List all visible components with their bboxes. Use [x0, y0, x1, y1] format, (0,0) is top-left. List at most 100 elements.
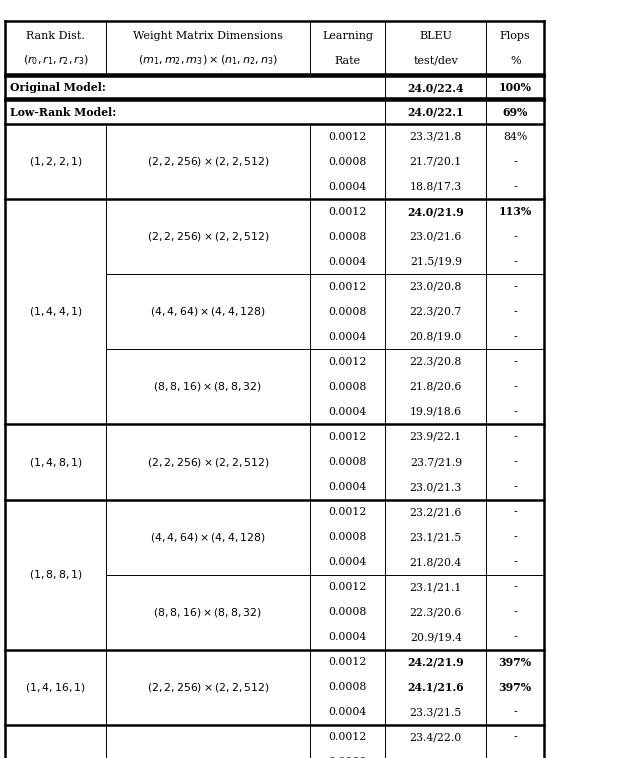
Text: $(1,8,8,1)$: $(1,8,8,1)$: [29, 568, 83, 581]
Text: $(8,8,16)\times(8,8,32)$: $(8,8,16)\times(8,8,32)$: [154, 381, 262, 393]
Text: -: -: [513, 632, 517, 642]
Text: -: -: [513, 532, 517, 542]
Text: 23.1/21.2: 23.1/21.2: [410, 757, 462, 758]
Text: 0.0004: 0.0004: [328, 557, 367, 567]
Text: 19.9/18.6: 19.9/18.6: [410, 407, 462, 417]
Text: 20.9/19.4: 20.9/19.4: [410, 632, 462, 642]
Text: $(2,2,256)\times(2,2,512)$: $(2,2,256)\times(2,2,512)$: [147, 155, 269, 168]
Text: $(r_0,r_1,r_2,r_3)$: $(r_0,r_1,r_2,r_3)$: [22, 54, 89, 67]
Text: test/dev: test/dev: [413, 55, 458, 66]
Text: 24.0/22.1: 24.0/22.1: [408, 107, 464, 117]
Text: 100%: 100%: [499, 83, 532, 93]
Text: 0.0004: 0.0004: [328, 632, 367, 642]
Text: 24.0/21.9: 24.0/21.9: [408, 206, 464, 218]
Text: 18.8/17.3: 18.8/17.3: [410, 182, 462, 192]
Text: $(1,4,8,1)$: $(1,4,8,1)$: [29, 456, 83, 468]
Text: $(1,4,4,1)$: $(1,4,4,1)$: [29, 305, 83, 318]
Text: -: -: [513, 582, 517, 592]
Text: 0.0012: 0.0012: [328, 132, 367, 142]
Text: -: -: [513, 257, 517, 267]
Text: %: %: [510, 55, 520, 66]
Text: -: -: [513, 157, 517, 167]
Text: 0.0008: 0.0008: [328, 607, 367, 617]
Text: 23.3/21.8: 23.3/21.8: [410, 132, 462, 142]
Text: 24.0/22.4: 24.0/22.4: [408, 83, 464, 93]
Text: $(2,2,256)\times(2,2,512)$: $(2,2,256)\times(2,2,512)$: [147, 681, 269, 694]
Text: 0.0012: 0.0012: [328, 207, 367, 217]
Text: $(8,8,16)\times(8,8,32)$: $(8,8,16)\times(8,8,32)$: [154, 606, 262, 619]
Text: 0.0008: 0.0008: [328, 382, 367, 392]
Text: -: -: [513, 557, 517, 567]
Text: 23.7/21.9: 23.7/21.9: [410, 457, 462, 467]
Text: -: -: [513, 232, 517, 242]
Text: -: -: [513, 407, 517, 417]
Text: 22.3/20.7: 22.3/20.7: [410, 307, 462, 317]
Text: Original Model:: Original Model:: [10, 83, 106, 93]
Text: 23.0/21.6: 23.0/21.6: [410, 232, 462, 242]
Text: 0.0008: 0.0008: [328, 157, 367, 167]
Text: 0.0012: 0.0012: [328, 282, 367, 292]
Text: -: -: [513, 282, 517, 292]
Text: 21.7/20.1: 21.7/20.1: [410, 157, 462, 167]
Text: 0.0012: 0.0012: [328, 432, 367, 442]
Text: 23.1/21.5: 23.1/21.5: [410, 532, 462, 542]
Text: 0.0012: 0.0012: [328, 357, 367, 367]
Text: 22.3/20.8: 22.3/20.8: [410, 357, 462, 367]
Text: 0.0008: 0.0008: [328, 457, 367, 467]
Text: 0.0004: 0.0004: [328, 482, 367, 492]
Text: $(m_1,m_2,m_3)\times(n_1,n_2,n_3)$: $(m_1,m_2,m_3)\times(n_1,n_2,n_3)$: [138, 54, 278, 67]
Text: 0.0004: 0.0004: [328, 407, 367, 417]
Text: $(1,4,16,1)$: $(1,4,16,1)$: [25, 681, 86, 694]
Text: 23.3/21.5: 23.3/21.5: [410, 707, 462, 717]
Text: 23.2/21.6: 23.2/21.6: [410, 507, 462, 517]
Text: -: -: [513, 707, 517, 717]
Text: 20.8/19.0: 20.8/19.0: [410, 332, 462, 342]
Text: 22.3/20.6: 22.3/20.6: [410, 607, 462, 617]
Text: 84%: 84%: [503, 132, 527, 142]
Text: $(4,4,64)\times(4,4,128)$: $(4,4,64)\times(4,4,128)$: [150, 756, 266, 758]
Text: -: -: [513, 757, 517, 758]
Text: 0.0008: 0.0008: [328, 757, 367, 758]
Text: -: -: [513, 732, 517, 742]
Text: 0.0012: 0.0012: [328, 732, 367, 742]
Text: -: -: [513, 332, 517, 342]
Text: $(1,2,2,1)$: $(1,2,2,1)$: [29, 155, 83, 168]
Text: -: -: [513, 457, 517, 467]
Text: 24.1/21.6: 24.1/21.6: [408, 681, 464, 693]
Text: 23.0/20.8: 23.0/20.8: [410, 282, 462, 292]
Text: Flops: Flops: [500, 31, 531, 42]
Text: 0.0004: 0.0004: [328, 182, 367, 192]
Text: Weight Matrix Dimensions: Weight Matrix Dimensions: [133, 31, 283, 42]
Text: 0.0004: 0.0004: [328, 707, 367, 717]
Text: Rate: Rate: [335, 55, 360, 66]
Text: 397%: 397%: [499, 656, 532, 668]
Text: $(2,2,256)\times(2,2,512)$: $(2,2,256)\times(2,2,512)$: [147, 456, 269, 468]
Text: -: -: [513, 357, 517, 367]
Text: $(4,4,64)\times(4,4,128)$: $(4,4,64)\times(4,4,128)$: [150, 531, 266, 543]
Text: -: -: [513, 307, 517, 317]
Text: 0.0008: 0.0008: [328, 307, 367, 317]
Text: 0.0008: 0.0008: [328, 532, 367, 542]
Text: 113%: 113%: [499, 206, 532, 218]
Text: 0.0012: 0.0012: [328, 582, 367, 592]
Text: 69%: 69%: [502, 107, 528, 117]
Text: -: -: [513, 382, 517, 392]
Text: 21.8/20.6: 21.8/20.6: [410, 382, 462, 392]
Text: $(4,4,64)\times(4,4,128)$: $(4,4,64)\times(4,4,128)$: [150, 305, 266, 318]
Text: Learning: Learning: [322, 31, 373, 42]
Text: $(2,2,256)\times(2,2,512)$: $(2,2,256)\times(2,2,512)$: [147, 230, 269, 243]
Text: 24.2/21.9: 24.2/21.9: [408, 656, 464, 668]
Text: Low-Rank Model:: Low-Rank Model:: [10, 107, 116, 117]
Text: Rank Dist.: Rank Dist.: [26, 31, 85, 42]
Text: 0.0004: 0.0004: [328, 257, 367, 267]
Text: 23.0/21.3: 23.0/21.3: [410, 482, 462, 492]
Text: -: -: [513, 607, 517, 617]
Text: 21.5/19.9: 21.5/19.9: [410, 257, 462, 267]
Text: 0.0008: 0.0008: [328, 232, 367, 242]
Text: 0.0004: 0.0004: [328, 332, 367, 342]
Text: 21.8/20.4: 21.8/20.4: [410, 557, 462, 567]
Text: -: -: [513, 482, 517, 492]
Text: 397%: 397%: [499, 681, 532, 693]
Text: BLEU: BLEU: [419, 31, 452, 42]
Text: 23.4/22.0: 23.4/22.0: [410, 732, 462, 742]
